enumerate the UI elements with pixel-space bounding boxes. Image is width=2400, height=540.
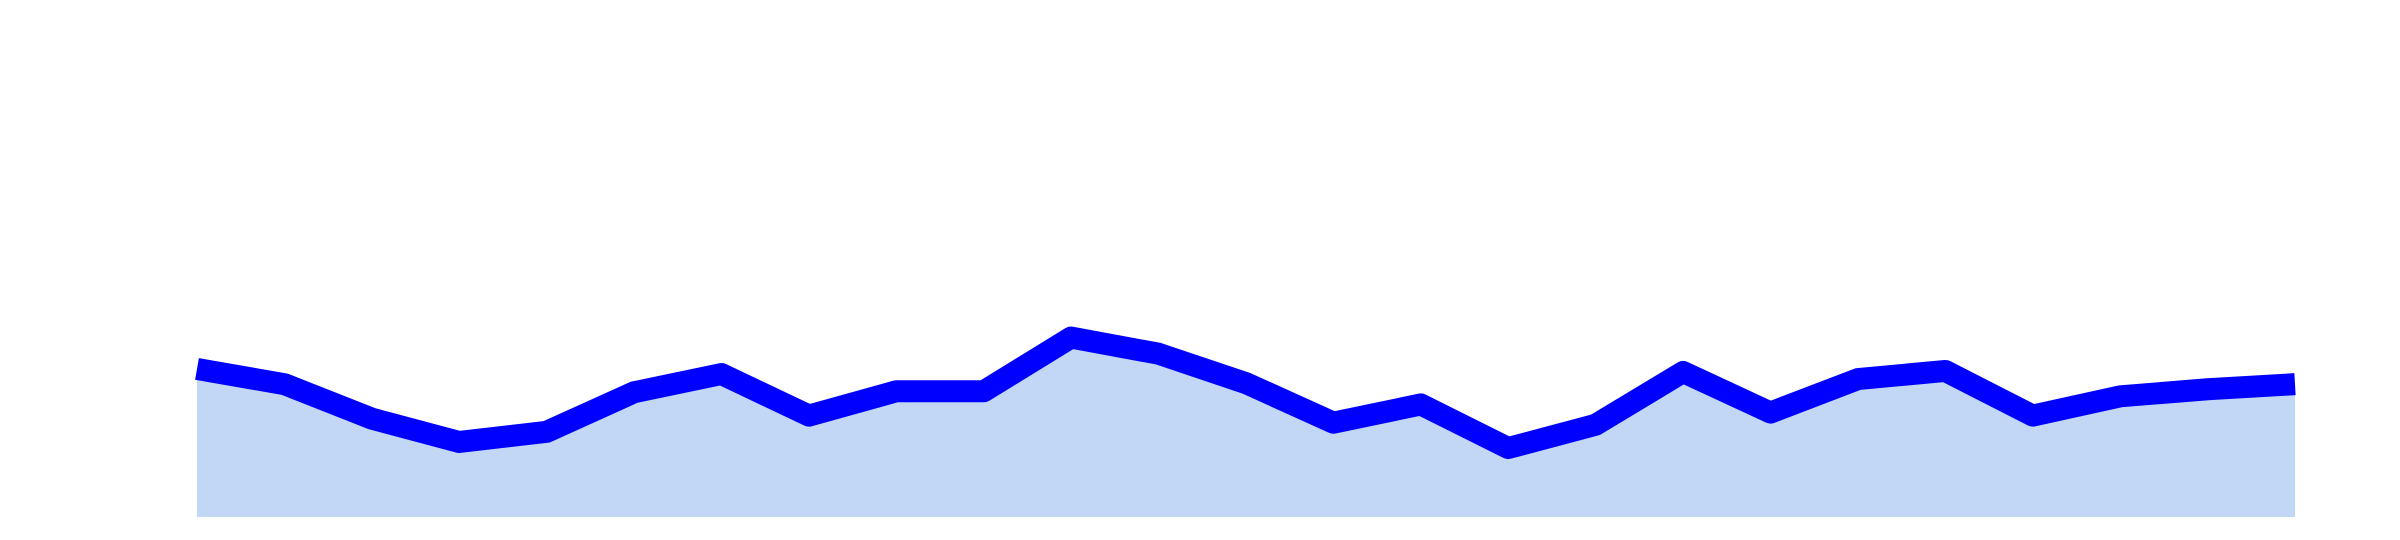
data-point-2: [273, 373, 295, 395]
data-point-22: [2022, 405, 2044, 427]
data-point-14: [1322, 412, 1344, 434]
data-point-25: [2284, 373, 2306, 395]
data-point-3: [361, 408, 383, 430]
data-point-18: [1672, 361, 1694, 383]
series-line: [195, 326, 2296, 460]
data-point-19: [1760, 402, 1782, 424]
data-point-13: [1235, 372, 1257, 394]
data-point-15: [1410, 393, 1432, 415]
data-point-5: [536, 421, 558, 443]
data-point-11: [1060, 327, 1082, 349]
data-point-20: [1847, 368, 1869, 390]
data-point-23: [2109, 385, 2131, 407]
data-point-24: [2197, 378, 2219, 400]
data-point-16: [1497, 437, 1519, 459]
data-point-6: [623, 381, 645, 403]
data-point-21: [1934, 360, 1956, 382]
data-point-1: [186, 358, 208, 380]
data-point-7: [711, 363, 733, 385]
data-point-8: [798, 405, 820, 427]
data-point-9: [885, 380, 907, 402]
data-point-12: [1148, 343, 1170, 365]
data-point-10: [973, 380, 995, 402]
data-point-17: [1585, 414, 1607, 436]
data-point-4: [448, 431, 470, 453]
line-layer: [186, 326, 2306, 460]
